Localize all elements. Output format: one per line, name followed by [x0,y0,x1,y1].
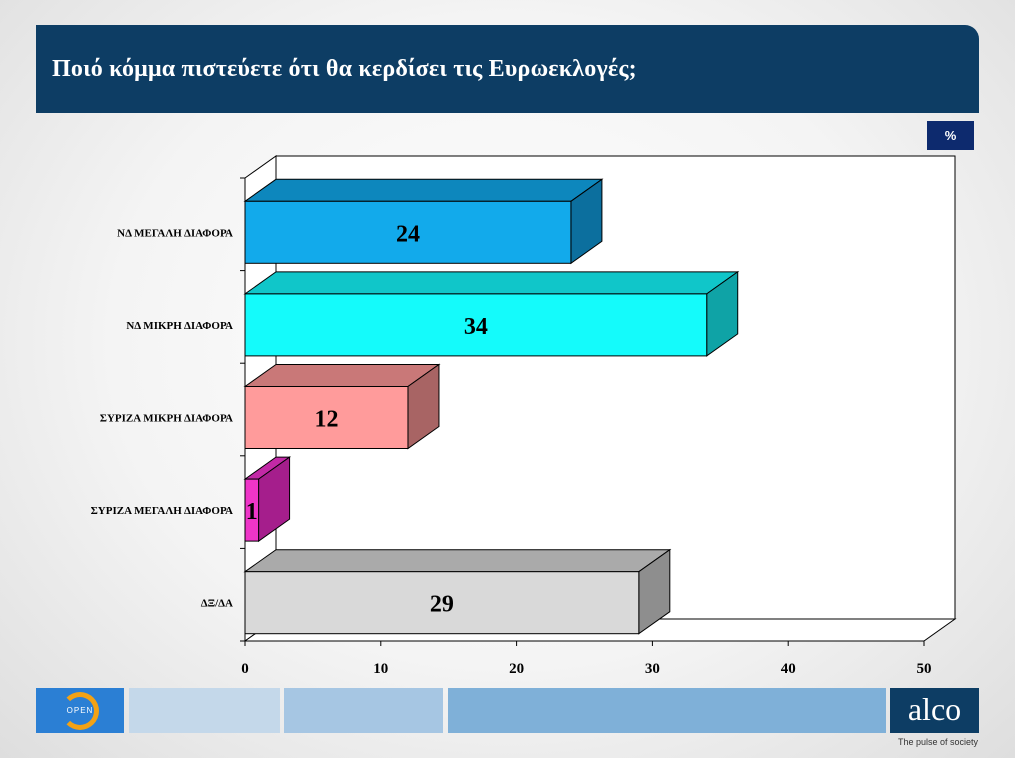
bar-data-label: 1 [246,499,258,525]
bar [244,478,260,542]
category-label: ΔΞ/ΔΑ [201,598,233,610]
category-label: ΣΥΡΙΖΑ ΜΕΓΑΛΗ ΔΙΑΦΟΡΑ [91,505,233,517]
x-tick-label: 10 [373,661,388,677]
bar-chart: 0 10 20 30 40 50 24 ΝΔ ΜΕΓΑΛΗ ΔΙΑΦΟΡΑ 34 ΝΔ ΜΙΚΡΗ… [91,155,957,677]
bar [244,293,708,357]
bar-data-label: 34 [464,314,488,340]
x-tick-label: 0 [241,661,249,677]
footer-strip-3 [448,688,886,733]
x-tick-label: 40 [781,661,796,677]
bar-top-face [243,178,604,202]
open-logo: OPEN [36,688,124,733]
bar [244,571,640,635]
alco-logo: alco [890,688,979,733]
category-label: ΣΥΡΙΖΑ ΜΙΚΡΗ ΔΙΑΦΟΡΑ [100,413,233,425]
footer-strip-2 [284,688,443,733]
chart-title: Ποιό κόμμα πιστεύετε ότι θα κερδίσει τις… [52,55,637,82]
alco-tagline: The pulse of society [898,737,979,747]
bar-top-face [243,364,441,387]
x-tick-label: 30 [645,661,660,677]
unit-badge: % [927,121,974,150]
bar-data-label: 12 [314,407,338,433]
title-bar: Ποιό κόμμα πιστεύετε ότι θα κερδίσει τις… [36,25,979,113]
bar-top-face [243,549,672,573]
bar-data-label: 29 [430,592,454,618]
alco-logo-text: alco [907,690,962,727]
category-label: ΝΔ ΜΙΚΡΗ ΔΙΑΦΟΡΑ [126,320,233,332]
bar [244,386,409,449]
footer-strip-1 [129,688,280,733]
bar-data-label: 24 [396,221,420,247]
x-tick-label: 50 [917,661,932,677]
open-logo-text: OPEN [66,706,94,715]
bar-top-face [243,271,740,295]
bar [244,200,572,264]
open-logo-icon: OPEN [61,691,99,730]
x-tick-label: 20 [509,661,524,677]
category-label: ΝΔ ΜΕΓΑΛΗ ΔΙΑΦΟΡΑ [117,227,233,239]
